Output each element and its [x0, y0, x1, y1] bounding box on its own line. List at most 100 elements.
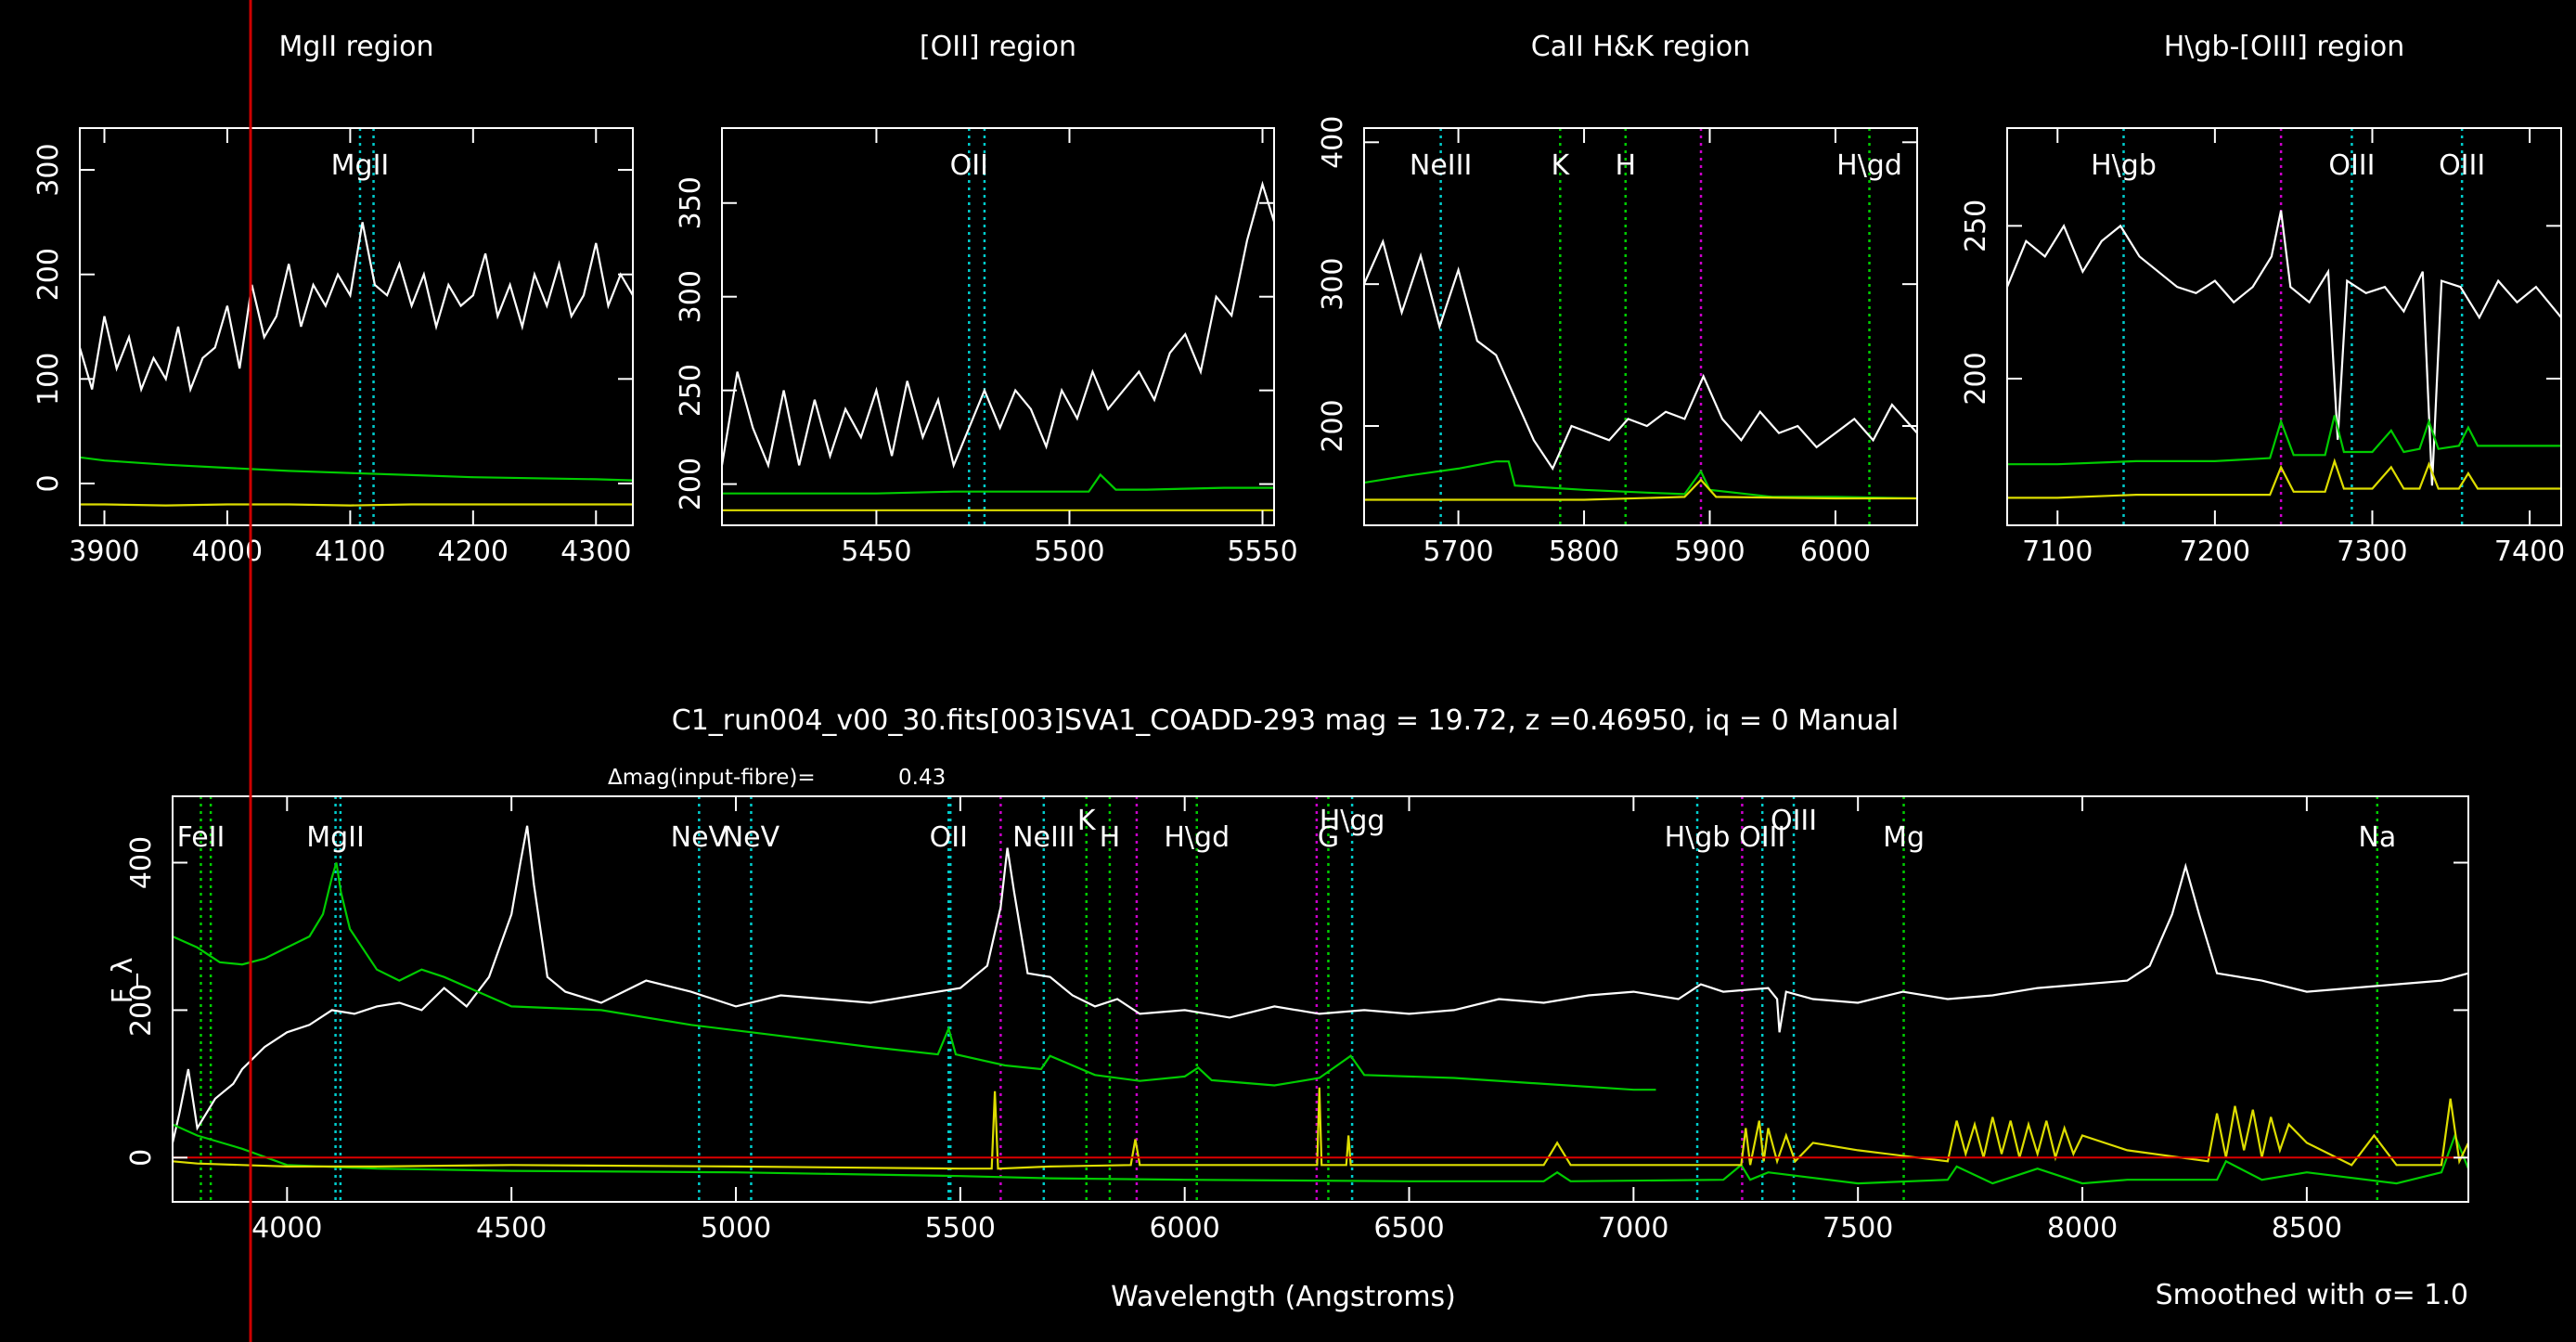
x-tick-label: 5550: [1227, 536, 1297, 568]
x-tick-label: 5000: [701, 1212, 771, 1245]
line-marker-label: MgII: [331, 149, 390, 182]
delta-mag-label: Δmag(input-fibre)=: [608, 766, 816, 790]
panel-frame: [721, 127, 1275, 526]
y-tick-label: 100: [32, 353, 65, 406]
y-tick-label: 200: [32, 248, 65, 301]
x-axis-label: Wavelength (Angstroms): [1111, 1281, 1456, 1313]
panel-plot-area: [2007, 128, 2561, 525]
delta-mag-value: 0.43: [898, 766, 946, 790]
panel-frame: [1363, 127, 1918, 526]
line-marker-label: H: [1615, 149, 1636, 182]
line-marker-label: NeV: [723, 821, 780, 854]
y-tick-label: 200: [125, 984, 158, 1037]
line-marker-label: H\gg: [1320, 805, 1385, 837]
line-marker-label: MgII: [306, 821, 365, 854]
line-marker-label: K: [1077, 805, 1097, 837]
series-sky: [1364, 478, 1917, 501]
series-flux: [722, 180, 1274, 470]
x-tick-label: 4300: [560, 536, 631, 568]
series-flux: [173, 825, 2468, 1143]
series-flux: [80, 222, 633, 394]
x-tick-label: 5900: [1674, 536, 1745, 568]
panel-4: 7100 7200 7300 7400 200 250 H\gb-[OIII] region…: [1960, 31, 2565, 568]
y-tick-label: 0: [125, 1149, 158, 1167]
line-marker-label: H\gd: [1164, 821, 1230, 854]
x-tick-label: 7500: [1823, 1212, 1893, 1245]
x-tick-label: 4100: [315, 536, 385, 568]
panel-5: 4000 4500 5000 5500 6000 6500 7000 7500 8000 8500…: [107, 795, 2469, 1313]
line-marker-label: NeIII: [1410, 149, 1472, 182]
x-tick-label: 6500: [1373, 1212, 1444, 1245]
panel-title: H\gb-[OIII] region: [2164, 31, 2405, 63]
y-tick-label: 200: [675, 458, 707, 510]
series-error: [1364, 460, 1917, 500]
x-tick-label: 4500: [476, 1212, 547, 1245]
series-sky: [2007, 458, 2561, 499]
y-tick-label: 400: [1317, 116, 1349, 169]
line-marker-label: K: [1551, 149, 1570, 182]
x-tick-label: 7200: [2180, 536, 2250, 568]
x-tick-label: 7000: [1598, 1212, 1668, 1245]
panel-frame: [79, 127, 634, 526]
y-tick-label: 200: [1317, 399, 1349, 452]
line-marker-label: OIII: [1771, 805, 1817, 837]
panel-title: [OII] region: [920, 31, 1076, 63]
line-marker-label: H\gb: [1665, 821, 1731, 854]
line-marker-label: Mg: [1883, 821, 1925, 854]
line-marker-label: OIII: [1739, 821, 1785, 854]
y-axis-label: F_λ: [107, 957, 139, 1003]
line-marker-label: G: [1318, 821, 1339, 854]
panel-plot-area: [80, 128, 633, 525]
series-error: [80, 456, 633, 482]
x-tick-label: 8000: [2047, 1212, 2118, 1245]
series-error_low: [173, 1123, 2468, 1185]
series-error: [173, 862, 1656, 1091]
line-marker-label: OII: [950, 149, 988, 182]
x-tick-label: 5500: [925, 1212, 996, 1245]
y-tick-label: 0: [32, 474, 65, 492]
panel-plot-area: [722, 128, 1274, 525]
x-tick-label: 8500: [2272, 1212, 2342, 1245]
line-marker-label: H\gd: [1836, 149, 1902, 182]
x-tick-label: 4000: [251, 1212, 322, 1245]
y-tick-label: 200: [1960, 352, 1992, 405]
line-marker-label: OII: [930, 821, 968, 854]
panel-title: CaII H&K region: [1531, 31, 1751, 63]
x-tick-label: 4200: [438, 536, 509, 568]
series-flux: [2007, 210, 2561, 486]
series-sky: [80, 503, 633, 507]
line-marker-label: Na: [2358, 821, 2396, 854]
y-tick-label: 250: [1960, 200, 1992, 252]
panel-frame: [172, 795, 2469, 1203]
y-tick-label: 300: [32, 143, 65, 196]
spectrum-header-title: C1_run004_v00_30.fits[003]SVA1_COADD-293…: [672, 704, 1899, 737]
panel-title: MgII region: [278, 31, 433, 63]
panel-plot-area: [173, 796, 2468, 1202]
x-tick-label: 5450: [841, 536, 911, 568]
y-tick-label: 350: [675, 176, 707, 229]
panel-1: 3900 4000 4100 4200 4300 0 100 200 300 MgII regio…: [32, 31, 634, 568]
x-tick-label: 7400: [2494, 536, 2565, 568]
smoothing-label: Smoothed with σ= 1.0: [2156, 1279, 2468, 1311]
series-error: [2007, 415, 2561, 466]
x-tick-label: 4000: [192, 536, 263, 568]
x-tick-label: 6000: [1150, 1212, 1220, 1245]
panel-plot-area: [1364, 128, 1917, 525]
line-marker-label: NeV: [671, 821, 728, 854]
y-tick-label: 250: [675, 364, 707, 417]
series-sky: [173, 1087, 2468, 1170]
line-marker-label: H\gb: [2091, 149, 2157, 182]
series-error: [722, 472, 1274, 495]
y-tick-label: 400: [125, 836, 158, 889]
x-tick-label: 5700: [1423, 536, 1493, 568]
y-tick-label: 300: [1317, 258, 1349, 311]
line-marker-label: OIII: [2328, 149, 2375, 182]
series-flux: [1364, 238, 1917, 471]
panel-3: 5700 5800 5900 6000 200 300 400 CaII H&K region…: [1317, 31, 1918, 568]
panel-frame: [2006, 127, 2562, 526]
x-tick-label: 5800: [1549, 536, 1619, 568]
x-tick-label: 7300: [2337, 536, 2407, 568]
line-marker-label: OIII: [2439, 149, 2485, 182]
x-tick-label: 5500: [1034, 536, 1104, 568]
